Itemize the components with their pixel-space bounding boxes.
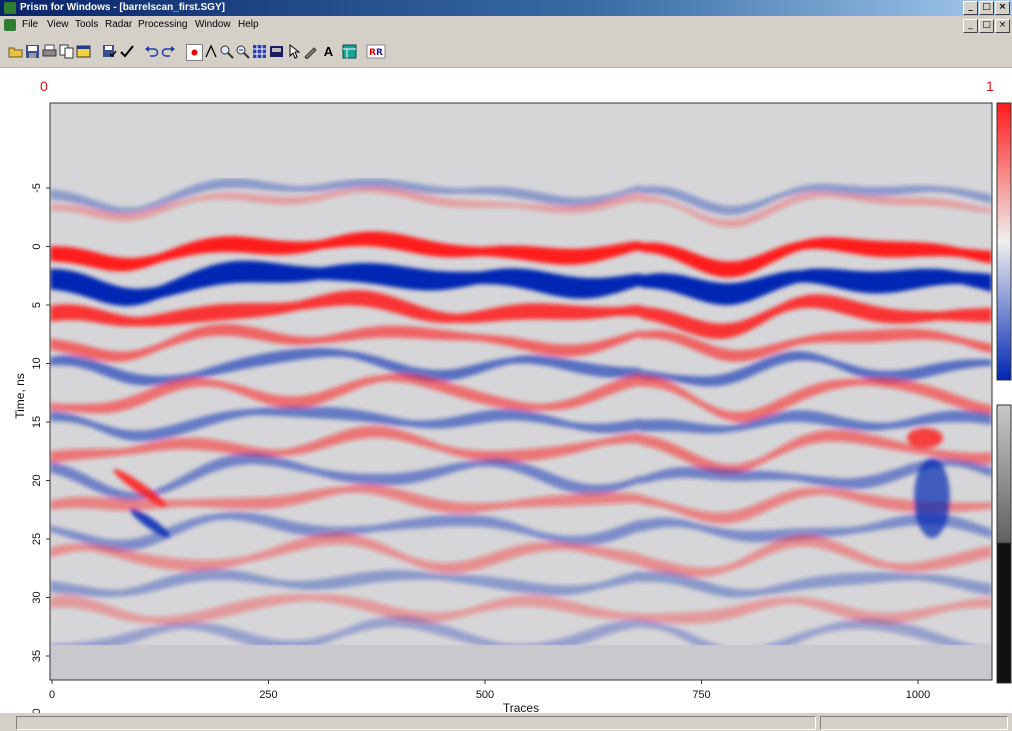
save-check-icon[interactable] [102,44,117,59]
mdi-close-button[interactable]: × [995,19,1010,33]
gain-scale-upper[interactable] [996,404,1012,544]
y-tick-label: 20 [31,474,43,486]
picker-icon[interactable] [303,44,318,59]
app-icon [4,2,16,14]
y-tick-label: 10 [31,357,43,369]
reflection-band [50,406,992,442]
reflection-band [50,231,992,278]
zoom-out-icon[interactable] [235,44,250,59]
menu-processing[interactable]: Processing [138,19,188,30]
menu-bar: File View Tools Radar Processing Window … [0,17,1012,33]
status-pane-main [16,716,816,730]
window-icon[interactable] [76,44,91,59]
amplitude-colorbar[interactable] [996,102,1012,381]
y-tick-label: -5 [31,183,43,193]
zoom-in-icon[interactable] [219,44,234,59]
reflection-band [50,484,992,524]
reflection-band [50,594,992,625]
x-axis-label: Traces [503,701,539,713]
y-tick-label: 35 [31,650,43,662]
reflection-band [50,532,992,578]
document-icon[interactable] [4,19,16,31]
y-tick-label: 30 [31,591,43,603]
y-tick-label: 5 [31,302,43,308]
title-bar: Prism for Windows - [barrelscan_first.SG… [0,0,1012,16]
undo-icon[interactable] [144,44,159,59]
reflection-band [50,511,992,552]
layout-icon[interactable] [269,44,284,59]
window-title: Prism for Windows - [barrelscan_first.SG… [20,2,225,13]
line-icon[interactable] [204,44,219,59]
reflection-band [50,373,992,423]
no-data-region [50,645,992,680]
gain-scale-lower[interactable] [996,542,1012,684]
y-tick-label: 40 [31,708,43,713]
y-tick-label: 15 [31,416,43,428]
menu-help[interactable]: Help [238,19,259,30]
x-tick-label: 1000 [906,689,930,701]
svg-text:R: R [376,48,383,58]
table-icon[interactable] [342,44,357,59]
reflection-band [50,186,992,228]
y-axis: -5 0 5 10 15 20 25 30 35 40 [31,183,50,713]
menu-file[interactable]: File [22,19,39,30]
x-tick-label: 500 [476,689,494,701]
x-tick-label: 0 [49,689,55,701]
reflection-band [50,568,992,598]
copy-icon[interactable] [59,44,74,59]
reflection-band [50,260,992,306]
open-icon[interactable] [8,44,23,59]
reflection-band [50,178,992,216]
redo-icon[interactable] [161,44,176,59]
x-tick-label: 750 [692,689,710,701]
save-icon[interactable] [25,44,40,59]
y-axis-label: Time, ns [13,373,27,419]
minimize-button[interactable]: _ [963,1,978,15]
reflection-band [50,425,992,475]
cursor-icon[interactable] [286,44,301,59]
print-icon[interactable] [42,44,57,59]
x-tick-label: 250 [259,689,277,701]
menu-view[interactable]: View [47,19,69,30]
radargram-plot[interactable]: 0 1 -5 0 5 10 15 20 25 30 35 40 0 250 500 750 1000 Ti… [0,68,1012,713]
plot-frame [49,102,993,681]
reflection-feature [113,469,167,507]
reflection-band [50,290,992,339]
y-tick-label: 25 [31,533,43,545]
reflection-feature [907,428,943,448]
mdi-restore-button[interactable]: □ [979,19,994,33]
reflection-feature [130,508,170,538]
x-axis: 0 250 500 750 1000 [49,680,930,701]
maximize-button[interactable]: □ [979,1,994,15]
menu-window[interactable]: Window [195,19,231,30]
menu-radar[interactable]: Radar [105,19,133,30]
mdi-minimize-button[interactable]: _ [963,19,978,33]
y-tick-label: 0 [31,243,43,249]
status-pane-right [820,716,1008,730]
close-button[interactable]: × [995,1,1010,15]
svg-text:R: R [369,48,376,58]
grid-icon[interactable] [252,44,267,59]
record-icon[interactable] [186,44,203,61]
reflection-feature [914,458,950,538]
text-icon[interactable]: A [323,44,334,59]
status-bar [0,713,1012,731]
check-icon[interactable] [119,44,134,59]
reflection-band [50,323,992,362]
right-index-label: 1 [986,78,994,94]
radargram-view[interactable]: 0 1 -5 0 5 10 15 20 25 30 35 40 0 250 500 750 1000 Ti… [0,68,1012,713]
reflection-band [50,347,992,387]
reflection-band [50,452,992,501]
menu-tools[interactable]: Tools [75,19,99,30]
left-index-label: 0 [40,78,48,94]
